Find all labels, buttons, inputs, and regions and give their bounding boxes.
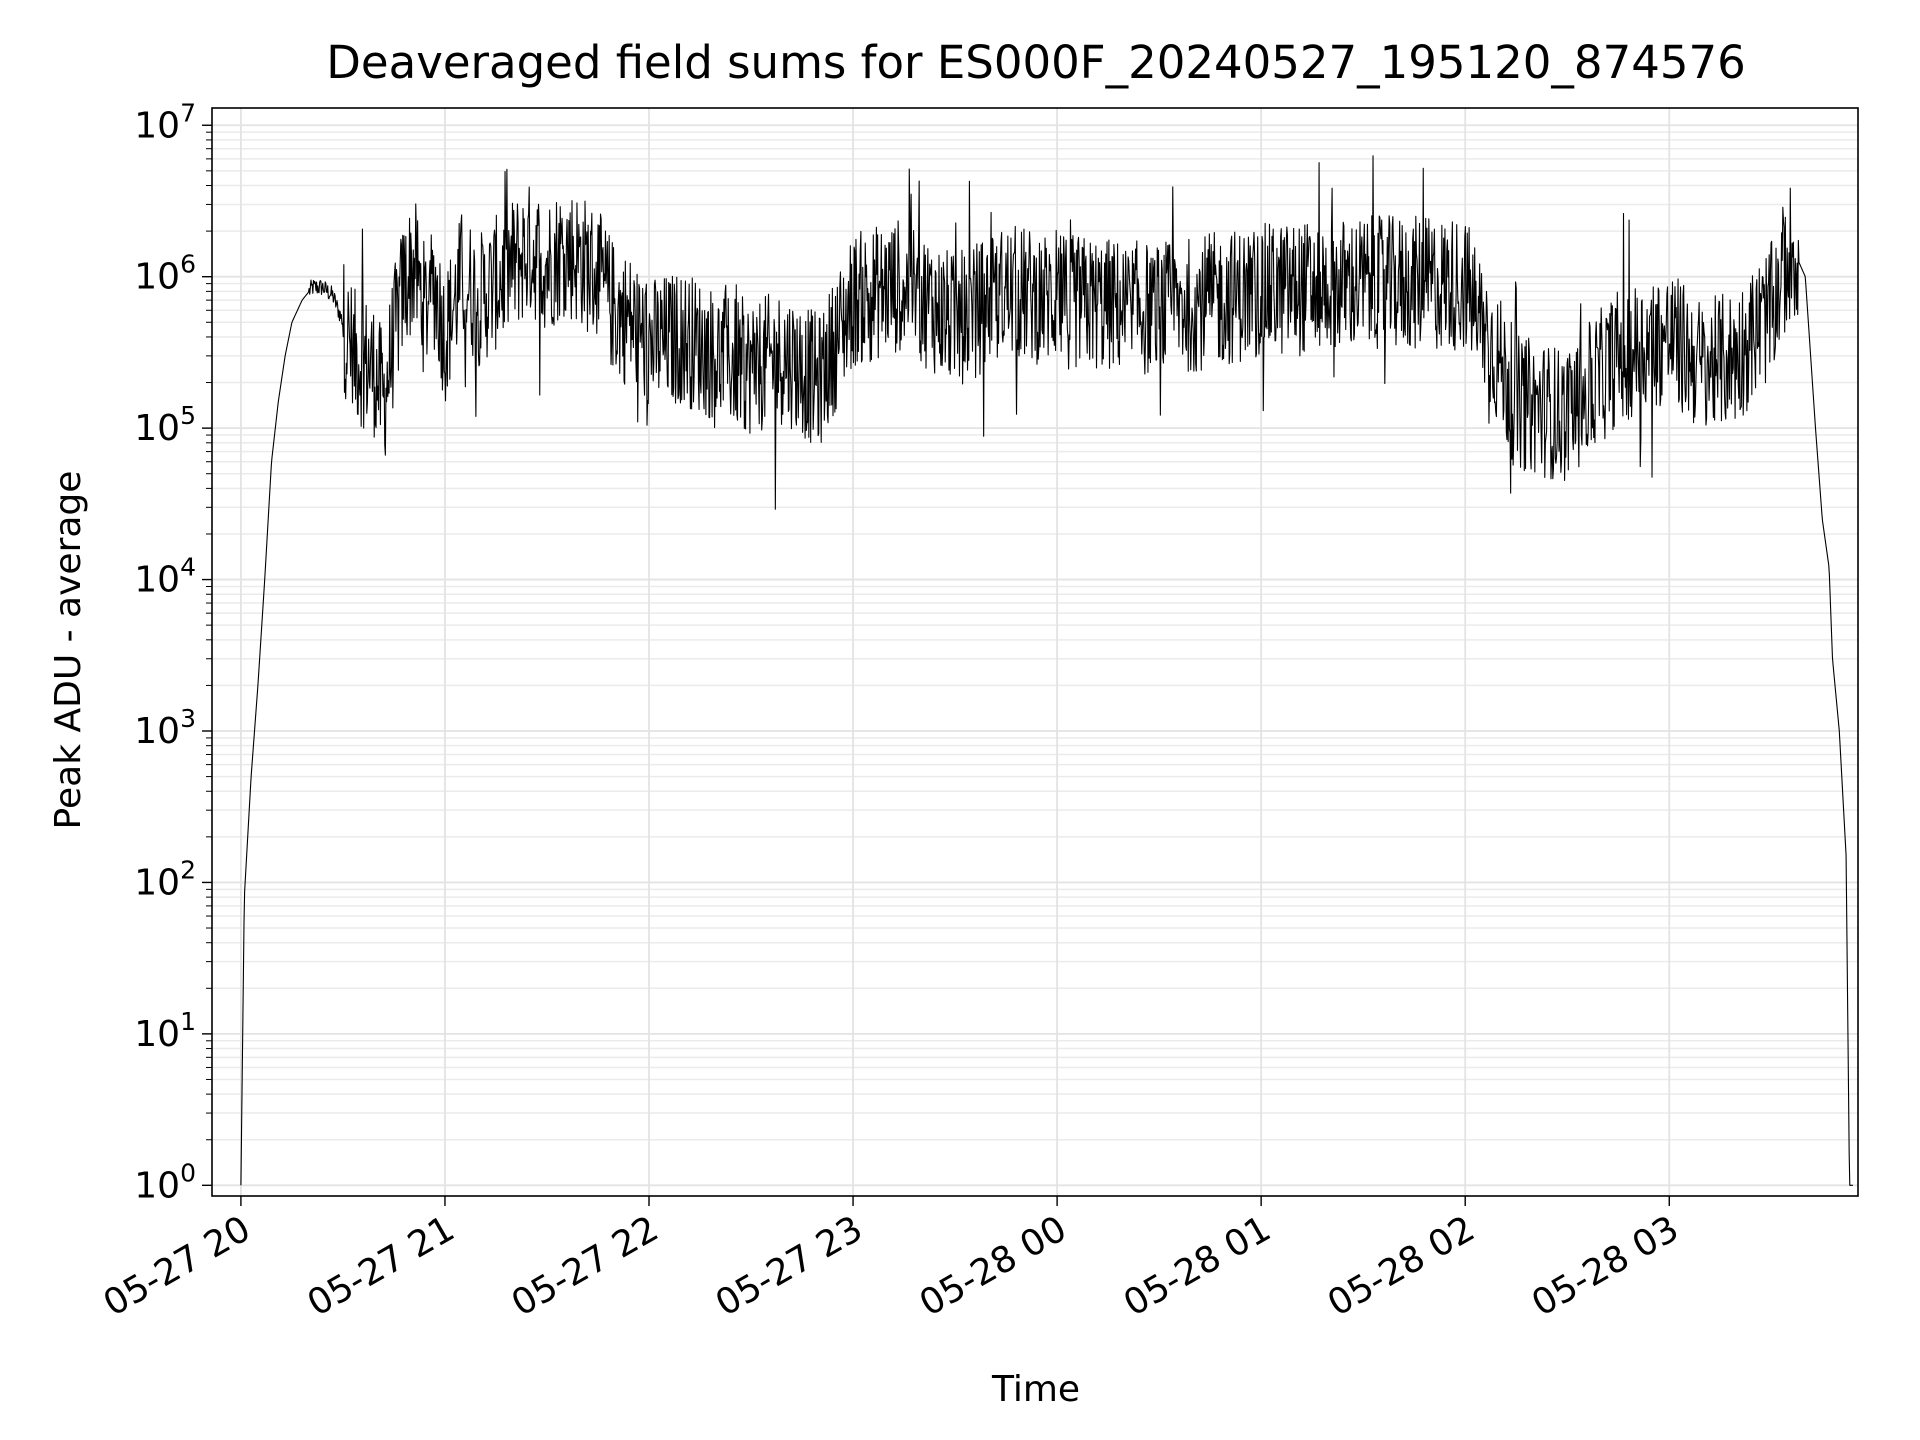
x-axis-label: Time <box>991 1369 1080 1410</box>
y-tick-label: 101 <box>134 1007 196 1055</box>
y-tick-label: 102 <box>134 855 196 903</box>
y-tick-label: 105 <box>134 401 196 449</box>
x-tick-label: 05-27 23 <box>709 1208 870 1324</box>
x-tick-label: 05-27 22 <box>505 1208 666 1324</box>
minor-gridlines <box>212 131 1858 1141</box>
x-tick-labels: 05-27 20 05-27 21 05-27 22 05-27 23 05-28 00… <box>97 1208 1686 1324</box>
plot-frame <box>211 107 1859 1197</box>
y-tick-label: 104 <box>134 553 196 601</box>
y-axis-label: Peak ADU - average <box>48 471 89 830</box>
x-tick-label: 05-27 21 <box>301 1208 462 1324</box>
x-tick-label: 05-28 03 <box>1525 1208 1686 1324</box>
y-tick-labels: 100 101 102 103 104 105 106 107 <box>134 98 196 1206</box>
x-tick-label: 05-27 20 <box>97 1208 258 1324</box>
axis-ticks <box>202 124 1670 1206</box>
x-tick-label: 05-28 01 <box>1117 1208 1278 1324</box>
y-tick-label: 103 <box>134 704 196 752</box>
chart-title: Deaveraged field sums for ES000F_2024052… <box>326 36 1745 89</box>
x-tick-label: 05-28 02 <box>1321 1208 1482 1324</box>
y-tick-label: 107 <box>134 98 196 146</box>
x-tick-label: 05-28 00 <box>913 1208 1074 1324</box>
y-tick-label: 106 <box>134 250 196 298</box>
y-tick-label: 100 <box>134 1158 196 1206</box>
series-line <box>240 155 1853 1186</box>
